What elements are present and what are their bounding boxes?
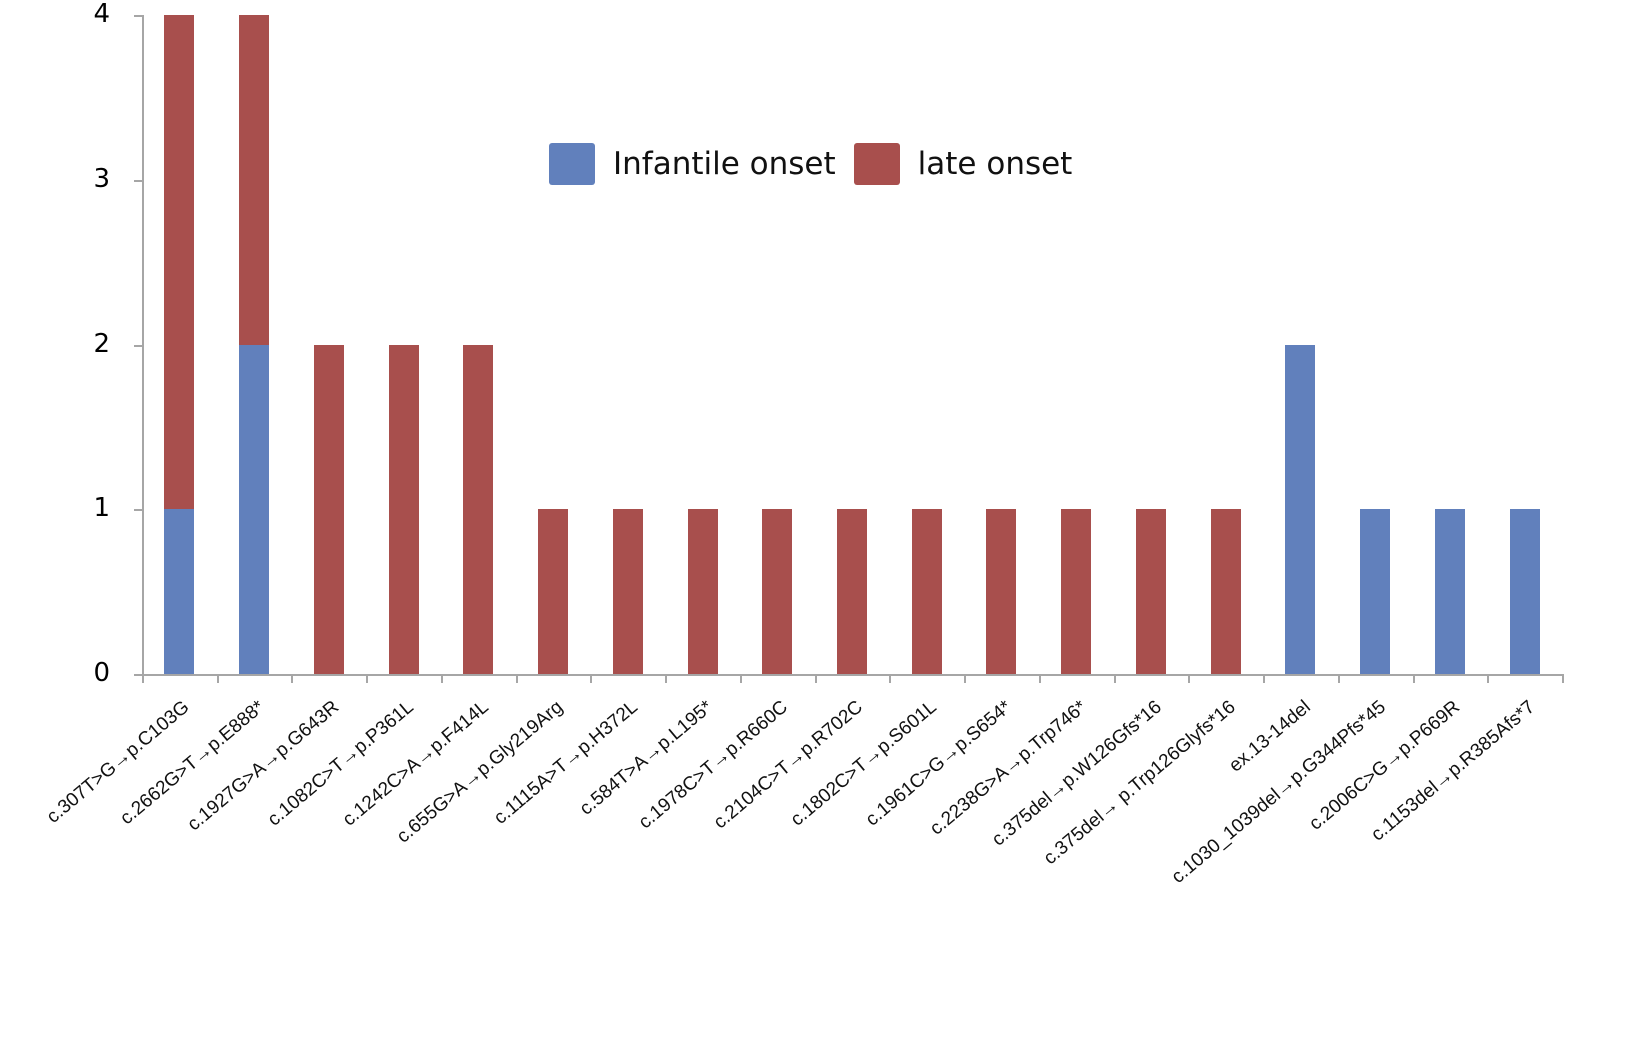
y-axis-line [142,15,144,675]
x-tick [814,674,817,683]
bar-segment-late-onset [388,344,419,674]
x-tick [515,674,518,683]
legend-swatch-late [853,143,900,185]
bar-segment-infantile-onset [1434,509,1465,674]
bar-segment-late-onset [538,509,569,674]
bar-segment-late-onset [837,509,867,674]
x-tick [1113,674,1116,683]
x-tick [739,674,742,683]
bar-segment-late-onset [1135,509,1166,674]
legend-item-late-onset: late onset [853,143,1073,185]
x-tick [1038,674,1041,683]
bar-segment-late-onset [1061,509,1092,674]
x-tick [1412,674,1415,683]
x-tick [216,674,219,683]
y-tick [134,674,143,676]
legend: Infantile onset late onset [549,143,1090,185]
y-tick-label: 3 [93,163,110,194]
x-tick [590,674,593,683]
legend-label-late: late onset [917,146,1073,182]
bar-segment-late-onset [239,15,270,345]
bar-segment-infantile-onset [1285,344,1316,674]
y-tick [134,179,143,182]
y-tick-label: 4 [93,0,110,29]
x-tick-label: c.1115A>T→p.H372L [490,696,643,829]
y-tick-label: 2 [93,328,110,359]
bar-segment-late-onset [164,15,195,510]
bar-segment-late-onset [1210,509,1241,674]
x-tick-label: c.307T>G→p.C103G [43,696,194,828]
legend-label-infantile: Infantile onset [613,146,836,182]
bar-segment-infantile-onset [164,509,195,674]
bar-segment-late-onset [687,509,718,674]
x-tick [366,674,369,683]
x-tick [1188,674,1191,683]
x-tick [665,674,668,683]
y-tick [134,15,143,17]
x-tick [440,674,443,683]
x-tick [142,674,144,683]
bar-segment-late-onset [986,509,1017,674]
x-tick [1487,674,1490,683]
y-tick-label: 1 [93,493,110,524]
x-tick-label: c.584T>A→p.L195* [576,696,717,820]
x-tick [1562,674,1564,683]
x-tick [291,674,294,683]
x-tick [964,674,967,683]
bar-segment-infantile-onset [1509,509,1540,674]
bar-segment-infantile-onset [1360,509,1391,674]
bar-segment-late-onset [313,344,344,674]
y-tick [134,509,143,512]
bar-segment-infantile-onset [239,344,270,674]
y-tick [134,344,143,347]
legend-item-infantile-onset: Infantile onset [549,143,836,185]
bar-segment-late-onset [612,509,643,674]
bar-segment-late-onset [463,344,494,674]
bar-segment-late-onset [911,509,942,674]
y-tick-label: 0 [93,658,110,688]
legend-swatch-infantile [549,143,595,185]
x-tick [1337,674,1340,683]
bar-segment-late-onset [762,509,793,674]
x-tick [889,674,892,683]
x-tick [1263,674,1266,683]
x-axis-line [142,674,1564,676]
